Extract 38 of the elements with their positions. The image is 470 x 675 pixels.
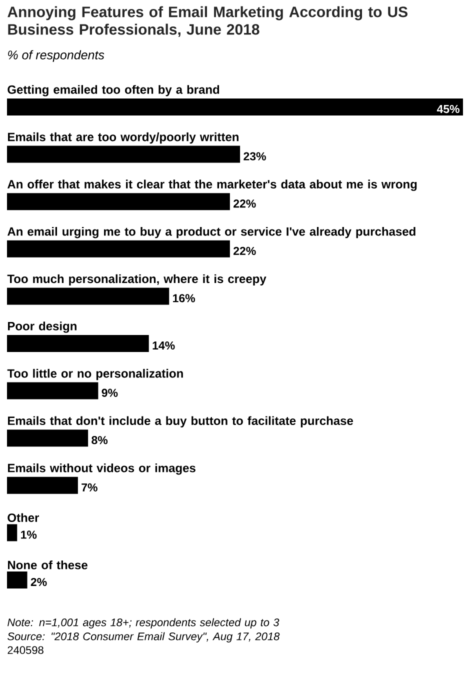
text: 240598 (8, 646, 44, 654)
y-tick-label: None of these (8, 560, 88, 570)
bar (7, 382, 98, 400)
y-tick-label: An email urging me to buy a product or service I've already purchased (8, 226, 416, 238)
bar (7, 193, 230, 210)
data-label: 22% (234, 200, 256, 208)
bar (7, 476, 78, 494)
data-label: 2% (30, 578, 47, 586)
data-label: 8% (92, 436, 108, 444)
data-label: 23% (244, 152, 266, 160)
text: Note: n=1,001 ages 18+; respondents selected up to 3 (8, 618, 280, 628)
data-label: 9% (102, 388, 118, 397)
data-label: 45% (436, 104, 460, 114)
source-note: Source: "2018 Consumer Email Survey", Aug 17, 2018 (8, 632, 280, 642)
y-tick-label: Too little or no personalization (7, 368, 183, 380)
y-tick-label: Emails without videos or images (8, 463, 196, 475)
data-label: 1% (21, 530, 37, 539)
bar (7, 572, 28, 589)
bar (7, 335, 149, 352)
bar (7, 98, 463, 116)
y-tick-label: Other (8, 513, 40, 522)
data-label: 7% (82, 483, 98, 492)
data-label: 16% (173, 294, 196, 302)
y-tick-label: Emails that are too wordy/poorly written (8, 132, 238, 144)
y-tick-label: An offer that makes it clear that the marketer's data about me is wrong (8, 180, 417, 191)
chart-title: Annoying Features of Email Marketing According to US Business Professionals, June 2018 (8, 6, 408, 37)
y-tick-label: Poor design (8, 322, 76, 333)
bar (7, 524, 18, 542)
y-tick-label: Getting emailed too often by a brand (8, 85, 220, 96)
bar (7, 288, 170, 305)
data-label: 22% (234, 246, 256, 255)
y-tick-label: Emails that don't include a buy button to facilitate purchase (8, 416, 353, 428)
chart-subtitle: % of respondents (8, 50, 104, 62)
y-tick-label: Too much personalization, where it is creepy (7, 274, 266, 286)
bar (7, 146, 240, 163)
bar (7, 430, 88, 447)
data-label: 14% (152, 341, 175, 350)
bar (7, 240, 230, 258)
